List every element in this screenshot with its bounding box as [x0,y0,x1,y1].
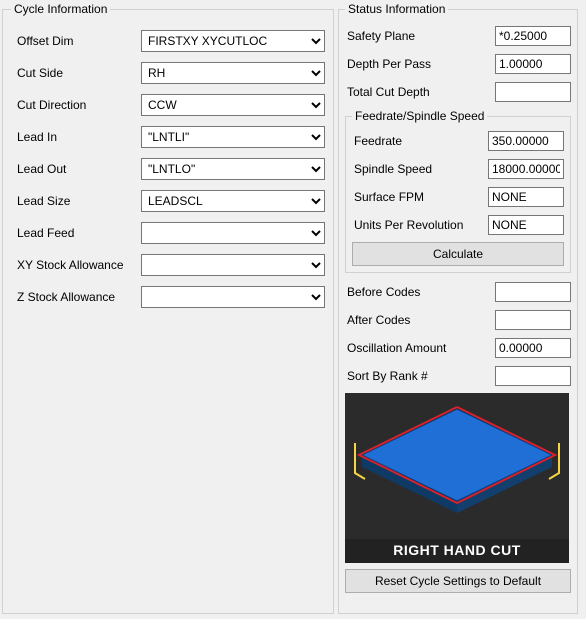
cut-side-label: Cut Side [11,66,141,80]
lead-size-label: Lead Size [11,194,141,208]
xy-stock-select[interactable] [141,254,325,276]
after-codes-label: After Codes [345,313,495,327]
cut-direction-select[interactable]: CCW [141,94,325,116]
safety-plane-input[interactable] [495,26,571,46]
calculate-button[interactable]: Calculate [352,242,564,266]
before-codes-label: Before Codes [345,285,495,299]
lead-size-select[interactable]: LEADSCL [141,190,325,212]
sort-rank-label: Sort By Rank # [345,369,495,383]
lead-out-label: Lead Out [11,162,141,176]
xy-stock-label: XY Stock Allowance [11,258,141,272]
feedrate-spindle-legend: Feedrate/Spindle Speed [352,109,487,123]
cut-direction-label: Cut Direction [11,98,141,112]
feedrate-input[interactable] [488,131,564,151]
z-stock-select[interactable] [141,286,325,308]
lead-out-select[interactable]: "LNTLO" [141,158,325,180]
cut-side-select[interactable]: RH [141,62,325,84]
before-codes-input[interactable] [495,282,571,302]
depth-per-pass-input[interactable] [495,54,571,74]
feedrate-spindle-group: Feedrate/Spindle Speed Feedrate Spindle … [345,109,571,273]
sort-rank-input[interactable] [495,366,571,386]
preview-caption: RIGHT HAND CUT [345,539,569,563]
units-per-rev-label: Units Per Revolution [352,218,488,232]
oscillation-label: Oscillation Amount [345,341,495,355]
preview-image: RIGHT HAND CUT [345,393,569,563]
cycle-info-legend: Cycle Information [11,2,110,16]
safety-plane-label: Safety Plane [345,29,495,43]
reset-button[interactable]: Reset Cycle Settings to Default [345,569,571,593]
status-information-group: Status Information Safety Plane Depth Pe… [338,2,578,614]
surface-fpm-input[interactable] [488,187,564,207]
total-cut-depth-input[interactable] [495,82,571,102]
lead-in-select[interactable]: "LNTLI" [141,126,325,148]
lead-feed-select[interactable] [141,222,325,244]
total-cut-depth-label: Total Cut Depth [345,85,495,99]
lead-feed-label: Lead Feed [11,226,141,240]
spindle-speed-input[interactable] [488,159,564,179]
offset-dim-select[interactable]: FIRSTXY XYCUTLOC [141,30,325,52]
z-stock-label: Z Stock Allowance [11,290,141,304]
offset-dim-label: Offset Dim [11,34,141,48]
after-codes-input[interactable] [495,310,571,330]
spindle-speed-label: Spindle Speed [352,162,488,176]
surface-fpm-label: Surface FPM [352,190,488,204]
lead-in-label: Lead In [11,130,141,144]
depth-per-pass-label: Depth Per Pass [345,57,495,71]
units-per-rev-input[interactable] [488,215,564,235]
status-info-legend: Status Information [345,2,448,16]
feedrate-label: Feedrate [352,134,488,148]
cycle-information-group: Cycle Information Offset Dim FIRSTXY XYC… [2,2,334,614]
oscillation-input[interactable] [495,338,571,358]
